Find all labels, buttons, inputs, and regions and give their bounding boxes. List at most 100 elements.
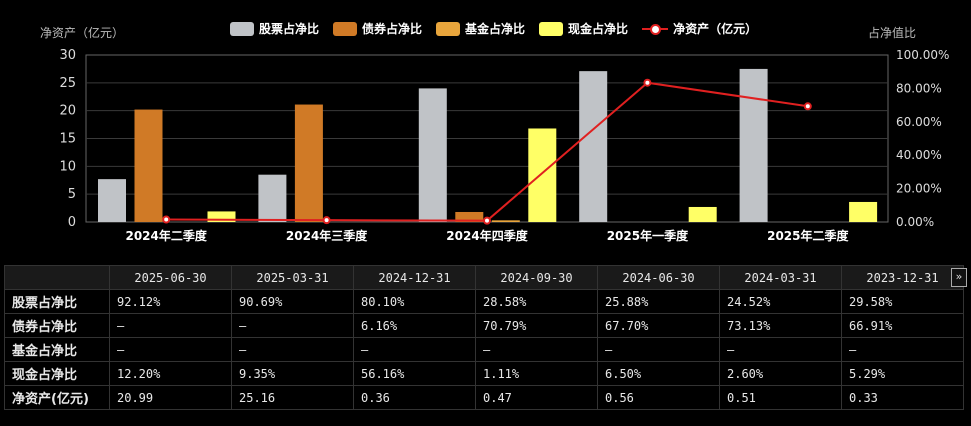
legend: 股票占净比 债券占净比 基金占净比 现金占净比 净资产（亿元）: [230, 20, 757, 37]
x-tick-label: 2025年二季度: [767, 228, 849, 243]
table-cell: —: [719, 337, 842, 362]
bar: [134, 109, 163, 222]
bar: [207, 211, 236, 222]
legend-swatch-bond: [333, 21, 358, 36]
table-cell: —: [231, 337, 354, 362]
row-label: 现金占净比: [4, 361, 110, 386]
row-label: 基金占净比: [4, 337, 110, 362]
x-tick-label: 2024年二季度: [125, 228, 207, 243]
table-cell: 90.69%: [231, 289, 354, 314]
legend-swatch-fund: [436, 21, 461, 36]
column-header: 2025-03-31: [231, 265, 354, 290]
legend-swatch-stock: [230, 21, 254, 36]
table-cell: 29.58%: [841, 289, 964, 314]
table-cell: 67.70%: [597, 313, 720, 338]
column-header: 2024-12-31: [353, 265, 476, 290]
y-axis-right-label: 占净值比: [868, 26, 917, 40]
row-label: 股票占净比: [4, 289, 110, 314]
table-cell: 0.36: [353, 385, 476, 410]
line-point: [162, 215, 171, 224]
column-header: 2024-09-30: [475, 265, 598, 290]
table-cell: —: [841, 337, 964, 362]
legend-label-fund: 基金占净比: [465, 22, 526, 36]
table-header-row: 2025-06-30 2025-03-31 2024-12-31 2024-09…: [4, 265, 964, 290]
column-header: 2023-12-31: [841, 265, 964, 290]
bar: [688, 206, 717, 222]
table-cell: 56.16%: [353, 361, 476, 386]
table-cell: 0.47: [475, 385, 598, 410]
table-cell: —: [231, 313, 354, 338]
bar: [455, 211, 484, 222]
table-cell: 66.91%: [841, 313, 964, 338]
table-cell: 92.12%: [109, 289, 232, 314]
legend-label-cash: 现金占净比: [568, 22, 629, 36]
legend-item-fund[interactable]: 基金占净比: [436, 20, 525, 37]
y-tick-label: 20: [59, 104, 76, 119]
more-columns-button[interactable]: »: [951, 268, 967, 287]
table-cell: 24.52%: [719, 289, 842, 314]
legend-item-stock[interactable]: 股票占净比: [230, 20, 319, 37]
table-cell: 0.33: [841, 385, 964, 410]
table-cell: 9.35%: [231, 361, 354, 386]
table-cell: 73.13%: [719, 313, 842, 338]
table-cell: 25.16: [231, 385, 354, 410]
bar: [491, 220, 520, 222]
bar: [739, 68, 768, 223]
table-cell: 6.50%: [597, 361, 720, 386]
x-tick-label: 2024年三季度: [286, 228, 368, 243]
table-cell: 1.11%: [475, 361, 598, 386]
legend-swatch-net-assets: [642, 22, 669, 36]
y2-tick-label: 20.00%: [896, 182, 942, 196]
table-cell: 20.99: [109, 385, 232, 410]
line-point: [803, 102, 812, 111]
column-header: 2024-03-31: [719, 265, 842, 290]
y-tick-label: 30: [59, 48, 76, 63]
x-tick-label: 2025年一季度: [607, 228, 689, 243]
y-tick-label: 15: [59, 132, 76, 147]
chart-area: 0 5 10 15 20 25 30 0.00% 20.00% 40.00% 60.00% 80.00…: [40, 20, 949, 243]
table-corner-cell: [4, 265, 110, 290]
legend-label-bond: 债券占净比: [362, 22, 423, 36]
table-cell: —: [597, 337, 720, 362]
table-cell: 5.29%: [841, 361, 964, 386]
table-cell: —: [109, 337, 232, 362]
table-cell: 80.10%: [353, 289, 476, 314]
y-axis-left-label: 净资产（亿元）: [40, 26, 125, 40]
line-point: [483, 216, 491, 225]
y-tick-label: 5: [68, 187, 76, 202]
table-cell: 70.79%: [475, 313, 598, 338]
bar: [579, 71, 608, 222]
bar: [294, 104, 323, 222]
y2-tick-label: 80.00%: [896, 81, 942, 95]
legend-label-stock: 股票占净比: [259, 22, 320, 36]
y2-tick-label: 100.00%: [896, 48, 949, 62]
legend-item-bond[interactable]: 债券占净比: [333, 20, 422, 37]
table-cell: 6.16%: [353, 313, 476, 338]
data-table: 2025-06-30 2025-03-31 2024-12-31 2024-09…: [4, 265, 964, 410]
table-row: 股票占净比 92.12% 90.69% 80.10% 28.58% 25.88% 24.52…: [4, 289, 964, 314]
table-row: 现金占净比 12.20% 9.35% 56.16% 1.11% 6.50% 2.60% 5.2…: [4, 361, 964, 386]
table-cell: 0.51: [719, 385, 842, 410]
y2-tick-label: 60.00%: [896, 115, 942, 129]
column-header: 2024-06-30: [597, 265, 720, 290]
table-cell: 0.56: [597, 385, 720, 410]
data-table-container: 2025-06-30 2025-03-31 2024-12-31 2024-09…: [4, 265, 969, 425]
table-cell: 28.58%: [475, 289, 598, 314]
line-point: [322, 216, 331, 225]
legend-swatch-cash: [539, 21, 564, 36]
table-cell: 25.88%: [597, 289, 720, 314]
bar: [258, 174, 287, 222]
table-cell: —: [475, 337, 598, 362]
table-row: 净资产(亿元) 20.99 25.16 0.36 0.47 0.56 0.51 0.33: [4, 385, 964, 410]
table-row: 债券占净比 — —6.16% 70.79% 67.70% 73.13% 66.91%: [4, 313, 964, 338]
table-cell: —: [109, 313, 232, 338]
y2-tick-label: 0.00%: [896, 215, 934, 229]
bar: [528, 128, 557, 222]
bar: [849, 201, 878, 222]
combo-chart: 0 5 10 15 20 25 30 0.00% 20.00% 40.00% 60.00% 80.00…: [59, 48, 949, 243]
legend-item-cash[interactable]: 现金占净比: [539, 20, 628, 37]
table-cell: —: [353, 337, 476, 362]
table-row: 基金占净比 — — — — — — —: [4, 337, 964, 362]
legend-item-net-assets[interactable]: 净资产（亿元）: [642, 20, 757, 37]
column-header: 2025-06-30: [109, 265, 232, 290]
